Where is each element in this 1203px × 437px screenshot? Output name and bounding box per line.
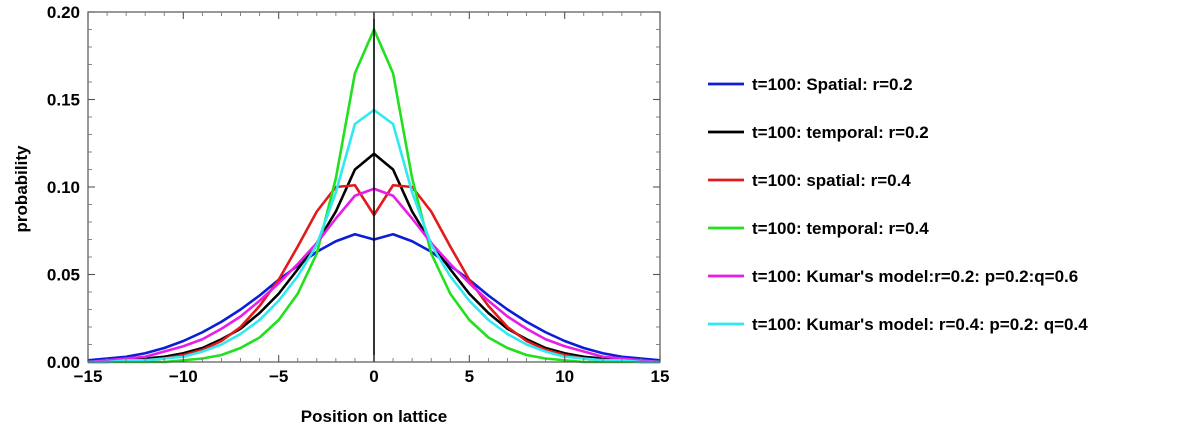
y-tick-label: 0.00: [47, 353, 80, 372]
y-tick-label: 0.05: [47, 266, 80, 285]
legend-label: t=100: temporal: r=0.2: [752, 123, 929, 142]
x-tick-label: −15: [74, 367, 103, 386]
x-tick-label: 10: [555, 367, 574, 386]
x-axis-title: Position on lattice: [301, 407, 447, 426]
legend-label: t=100: Kumar's model: r=0.4: p=0.2: q=0.…: [752, 315, 1088, 334]
legend-label: t=100: Spatial: r=0.2: [752, 75, 913, 94]
y-tick-label: 0.20: [47, 3, 80, 22]
x-tick-label: −10: [169, 367, 198, 386]
tick-layer: −15 −10 −5 0 5 10 15 0.00 0.05 0.10 0.15 0.20: [47, 3, 670, 386]
legend-label: t=100: temporal: r=0.4: [752, 219, 929, 238]
y-axis-title: probability: [12, 145, 31, 232]
x-tick-label: 15: [651, 367, 670, 386]
legend-label: t=100: spatial: r=0.4: [752, 171, 911, 190]
x-tick-label: 0: [369, 367, 378, 386]
legend-label: t=100: Kumar's model:r=0.2: p=0.2:q=0.6: [752, 267, 1078, 286]
legend: t=100: Spatial: r=0.2 t=100: temporal: r=…: [708, 75, 1088, 334]
x-tick-label: 5: [465, 367, 474, 386]
x-tick-label: −5: [269, 367, 288, 386]
y-tick-label: 0.10: [47, 178, 80, 197]
y-tick-label: 0.15: [47, 91, 80, 110]
